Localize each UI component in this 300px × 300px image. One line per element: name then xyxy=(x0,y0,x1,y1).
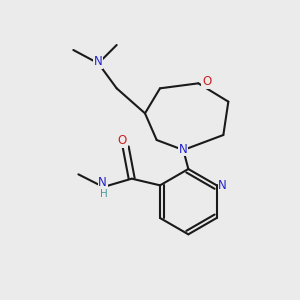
Text: H: H xyxy=(100,189,108,199)
Text: N: N xyxy=(179,143,188,156)
Text: N: N xyxy=(98,176,107,190)
Text: N: N xyxy=(94,55,103,68)
Text: O: O xyxy=(202,75,211,88)
Text: O: O xyxy=(118,134,127,148)
Text: N: N xyxy=(218,179,227,192)
